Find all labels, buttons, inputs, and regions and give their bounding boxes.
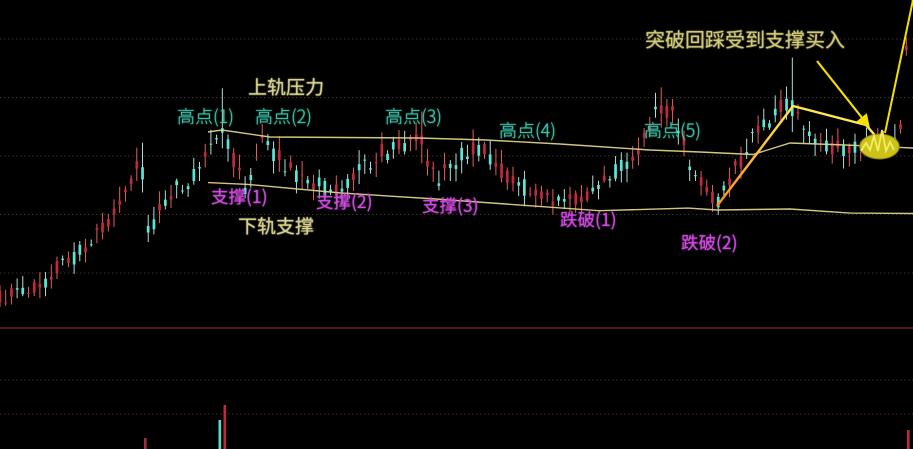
svg-text:支撑(1): 支撑(1) xyxy=(211,184,268,209)
svg-text:下轨支撑: 下轨支撑 xyxy=(238,212,314,239)
svg-text:高点(3): 高点(3) xyxy=(385,103,442,129)
svg-text:高点(1): 高点(1) xyxy=(177,103,234,129)
svg-text:高点(2): 高点(2) xyxy=(255,103,312,129)
svg-text:上轨压力: 上轨压力 xyxy=(248,73,324,100)
svg-text:支撑(3): 支撑(3) xyxy=(422,193,479,218)
svg-text:高点(4): 高点(4) xyxy=(499,117,556,143)
svg-text:突破回踩受到支撑买入: 突破回踩受到支撑买入 xyxy=(645,24,845,53)
svg-text:高点(5): 高点(5) xyxy=(644,117,701,143)
svg-text:支撑(2): 支撑(2) xyxy=(316,189,373,214)
svg-text:跌破(2): 跌破(2) xyxy=(681,230,738,255)
svg-text:跌破(1): 跌破(1) xyxy=(560,207,617,232)
